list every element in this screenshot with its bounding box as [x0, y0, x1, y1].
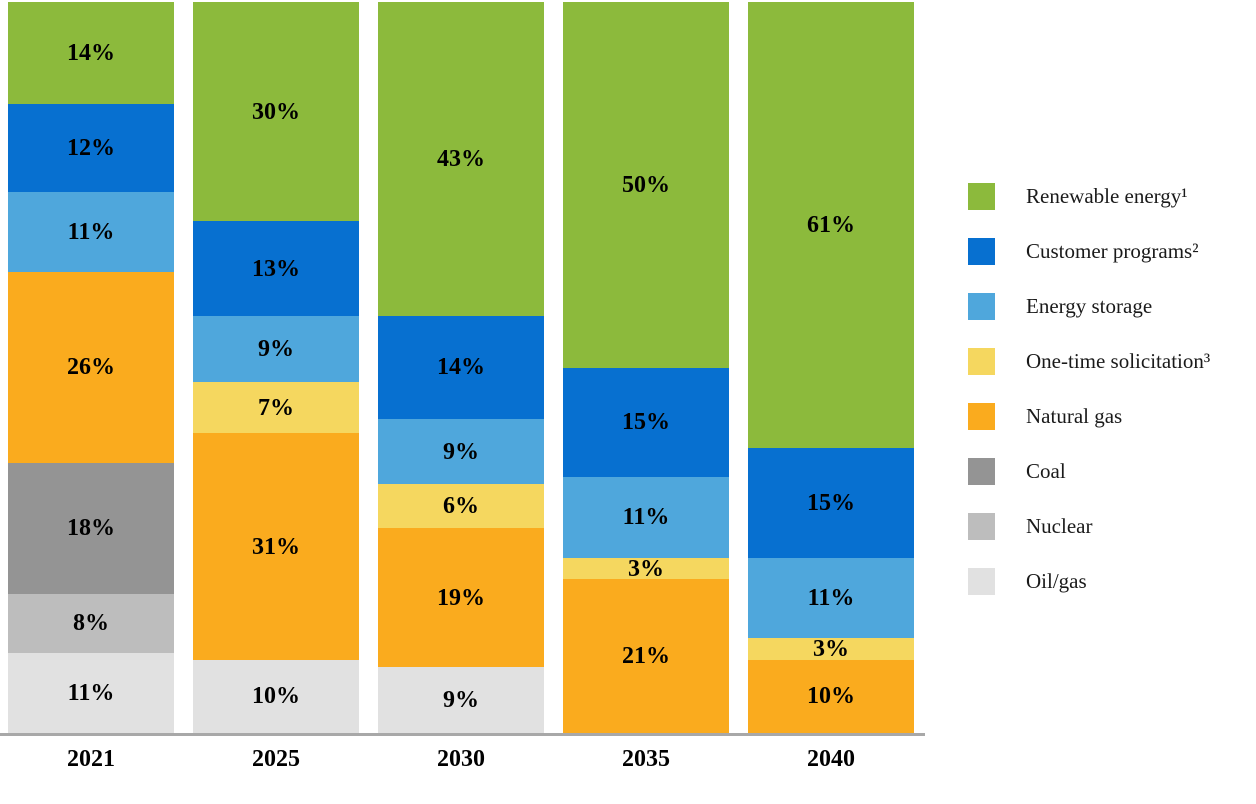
chart-legend: Renewable energy¹ Customer programs² Energ… — [968, 183, 1210, 595]
bar-2035: 50% 15% 11% 3% 21% — [563, 2, 729, 733]
segment-label: 9% — [443, 438, 479, 465]
legend-label: Nuclear — [1026, 514, 1093, 538]
segment-label: 7% — [258, 394, 294, 421]
legend-swatch-icon — [968, 348, 995, 375]
x-axis-tick-label: 2021 — [67, 746, 115, 772]
bar-segment: 9% — [378, 418, 544, 485]
segment-label: 50% — [622, 171, 670, 198]
stacked-bar-plot: 14% 12% 11% 26% 18% 8% 11% 30% 13% 9% 7% 31% 10% 43% 1… — [8, 2, 914, 733]
bar-segment: 3% — [748, 635, 914, 662]
legend-swatch-icon — [968, 238, 995, 265]
legend-swatch-icon — [968, 458, 995, 485]
x-axis-tick-label: 2025 — [252, 746, 300, 772]
legend-item: Oil/gas — [968, 568, 1210, 595]
bar-segment: 12% — [8, 104, 174, 193]
segment-label: 14% — [67, 40, 115, 67]
legend-item: Energy storage — [968, 293, 1210, 320]
segment-label: 6% — [443, 493, 479, 520]
segment-label: 43% — [437, 146, 485, 173]
bar-segment: 9% — [378, 667, 544, 733]
legend-label: Coal — [1026, 459, 1066, 483]
bar-segment: 18% — [8, 462, 174, 595]
bar-segment: 31% — [193, 433, 359, 660]
bar-segment: 50% — [563, 2, 729, 368]
segment-label: 11% — [622, 504, 670, 531]
legend-swatch-icon — [968, 568, 995, 595]
segment-label: 11% — [807, 584, 855, 611]
bar-segment: 6% — [378, 484, 544, 529]
segment-label: 8% — [73, 610, 109, 637]
bar-segment: 11% — [748, 557, 914, 638]
segment-label: 19% — [437, 584, 485, 611]
legend-label: Customer programs² — [1026, 239, 1199, 263]
segment-label: 9% — [443, 687, 479, 714]
segment-label: 9% — [258, 336, 294, 363]
legend-label: Renewable energy¹ — [1026, 184, 1188, 208]
legend-swatch-icon — [968, 293, 995, 320]
bar-segment: 15% — [748, 447, 914, 558]
bar-segment: 21% — [563, 579, 729, 733]
legend-label: Energy storage — [1026, 294, 1153, 318]
bar-segment: 8% — [8, 594, 174, 653]
segment-label: 14% — [437, 354, 485, 381]
segment-label: 30% — [252, 98, 300, 125]
legend-label: One-time solicitation³ — [1026, 349, 1211, 373]
legend-item: Nuclear — [968, 513, 1210, 540]
bar-segment: 10% — [193, 659, 359, 733]
segment-label: 18% — [67, 515, 115, 542]
bar-segment: 26% — [8, 272, 174, 463]
segment-label: 26% — [67, 354, 115, 381]
segment-label: 31% — [252, 533, 300, 560]
segment-label: 15% — [807, 489, 855, 516]
x-axis-baseline — [0, 733, 925, 736]
bar-segment: 19% — [378, 528, 544, 668]
bar-segment: 10% — [748, 659, 914, 733]
x-axis-tick-label: 2030 — [437, 746, 485, 772]
legend-item: Renewable energy¹ — [968, 183, 1210, 210]
segment-label: 10% — [252, 683, 300, 710]
bar-2030: 43% 14% 9% 6% 19% 9% — [378, 2, 544, 733]
segment-label: 11% — [67, 219, 115, 246]
bar-segment: 7% — [193, 382, 359, 434]
bar-2021: 14% 12% 11% 26% 18% 8% 11% — [8, 2, 174, 733]
legend-label: Natural gas — [1026, 404, 1123, 428]
bar-segment: 30% — [193, 2, 359, 222]
legend-swatch-icon — [968, 403, 995, 430]
segment-label: 12% — [67, 135, 115, 162]
bar-segment: 11% — [563, 477, 729, 558]
x-axis-tick-label: 2035 — [622, 746, 670, 772]
bar-segment: 61% — [748, 2, 914, 448]
legend-item: Customer programs² — [968, 238, 1210, 265]
bar-segment: 11% — [8, 192, 174, 273]
bar-segment: 14% — [378, 316, 544, 419]
bar-segment: 15% — [563, 367, 729, 478]
segment-label: 3% — [628, 555, 664, 582]
bar-2025: 30% 13% 9% 7% 31% 10% — [193, 2, 359, 733]
segment-label: 61% — [807, 211, 855, 238]
legend-swatch-icon — [968, 183, 995, 210]
legend-label: Oil/gas — [1026, 569, 1087, 593]
bar-segment: 11% — [8, 652, 174, 733]
bar-segment: 3% — [563, 555, 729, 582]
bar-segment: 9% — [193, 316, 359, 383]
x-axis-tick-label: 2040 — [807, 746, 855, 772]
segment-label: 15% — [622, 409, 670, 436]
legend-item: Natural gas — [968, 403, 1210, 430]
bar-2040: 61% 15% 11% 3% 10% — [748, 2, 914, 733]
legend-item: One-time solicitation³ — [968, 348, 1210, 375]
segment-label: 11% — [67, 679, 115, 706]
segment-label: 10% — [807, 683, 855, 710]
segment-label: 13% — [252, 255, 300, 282]
bar-segment: 43% — [378, 2, 544, 317]
legend-item: Coal — [968, 458, 1210, 485]
segment-label: 21% — [622, 643, 670, 670]
bar-segment: 14% — [8, 2, 174, 105]
legend-swatch-icon — [968, 513, 995, 540]
bar-segment: 13% — [193, 221, 359, 317]
segment-label: 3% — [813, 635, 849, 662]
